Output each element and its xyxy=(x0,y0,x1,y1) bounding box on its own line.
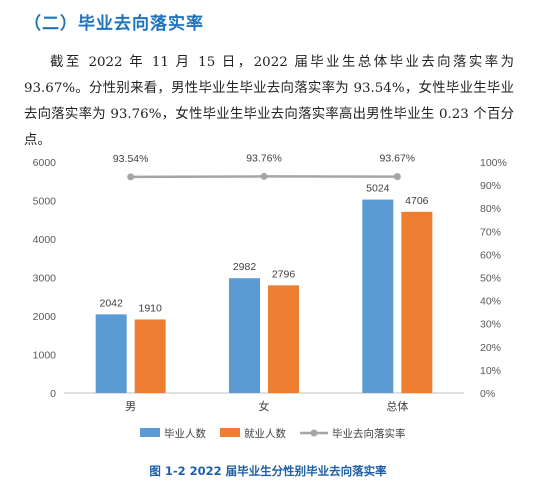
gender-placement-chart: 0 1000 2000 3000 4000 5000 6000 0% 10% 20% 30% 40% 5… xyxy=(0,140,536,455)
y2-tick-label: 60% xyxy=(480,249,501,261)
rate-value-label: 93.54% xyxy=(113,153,149,165)
legend-label: 就业人数 xyxy=(244,427,286,440)
summary-paragraph: 截至 2022 年 11 月 15 日，2022 届毕业生总体毕业去向落实率为 … xyxy=(24,55,514,148)
y-tick-label: 5000 xyxy=(33,196,57,208)
bar-value-label: 1910 xyxy=(138,302,162,314)
y2-tick-label: 100% xyxy=(480,157,507,169)
y2-tick-label: 70% xyxy=(480,226,501,238)
figure-caption: 图 1-2 2022 届毕业生分性别毕业去向落实率 xyxy=(149,464,387,478)
rate-value-label: 93.67% xyxy=(380,153,416,165)
bar-graduates xyxy=(229,278,260,393)
rate-point xyxy=(260,172,268,180)
bar-value-label: 2982 xyxy=(233,261,257,273)
bar-employed xyxy=(401,211,433,393)
y2-tick-label: 30% xyxy=(480,319,501,331)
legend-swatch-employed xyxy=(220,428,240,437)
x-tick-label: 男 xyxy=(125,400,136,413)
y-tick-label: 0 xyxy=(50,388,56,400)
section-heading: （二）毕业去向落实率 xyxy=(24,14,204,34)
chart-svg: 0 1000 2000 3000 4000 5000 6000 0% 10% 20% 30% 40% 5… xyxy=(33,152,507,440)
bar-value-label: 2042 xyxy=(99,297,123,309)
y2-tick-label: 10% xyxy=(480,365,501,377)
y2-tick-label: 90% xyxy=(480,180,501,192)
rate-point xyxy=(127,173,135,181)
y2-tick-label: 80% xyxy=(480,203,501,215)
y-tick-label: 4000 xyxy=(33,234,57,246)
y-tick-label: 2000 xyxy=(33,311,57,323)
legend-marker-rate xyxy=(310,429,318,437)
y2-tick-label: 50% xyxy=(480,273,501,285)
y2-tick-label: 0% xyxy=(480,388,495,400)
y-tick-label: 1000 xyxy=(33,350,57,362)
legend-label: 毕业人数 xyxy=(164,427,206,440)
bar-employed xyxy=(268,285,299,393)
y2-tick-label: 40% xyxy=(480,296,501,308)
y-tick-label: 6000 xyxy=(33,157,57,169)
bar-value-label: 5024 xyxy=(366,183,390,195)
legend-swatch-graduates xyxy=(140,428,160,437)
x-tick-label: 总体 xyxy=(386,399,408,413)
bar-employed xyxy=(134,319,166,393)
legend-label: 毕业去向落实率 xyxy=(332,427,406,440)
bar-value-label: 2796 xyxy=(272,268,296,280)
x-tick-label: 女 xyxy=(259,399,270,413)
y2-tick-label: 20% xyxy=(480,342,501,354)
bar-value-label: 4706 xyxy=(405,195,429,207)
rate-value-label: 93.76% xyxy=(246,152,282,164)
bar-graduates xyxy=(362,199,394,393)
rate-point xyxy=(393,173,401,181)
y-tick-label: 3000 xyxy=(33,273,57,285)
bar-graduates xyxy=(95,314,127,393)
